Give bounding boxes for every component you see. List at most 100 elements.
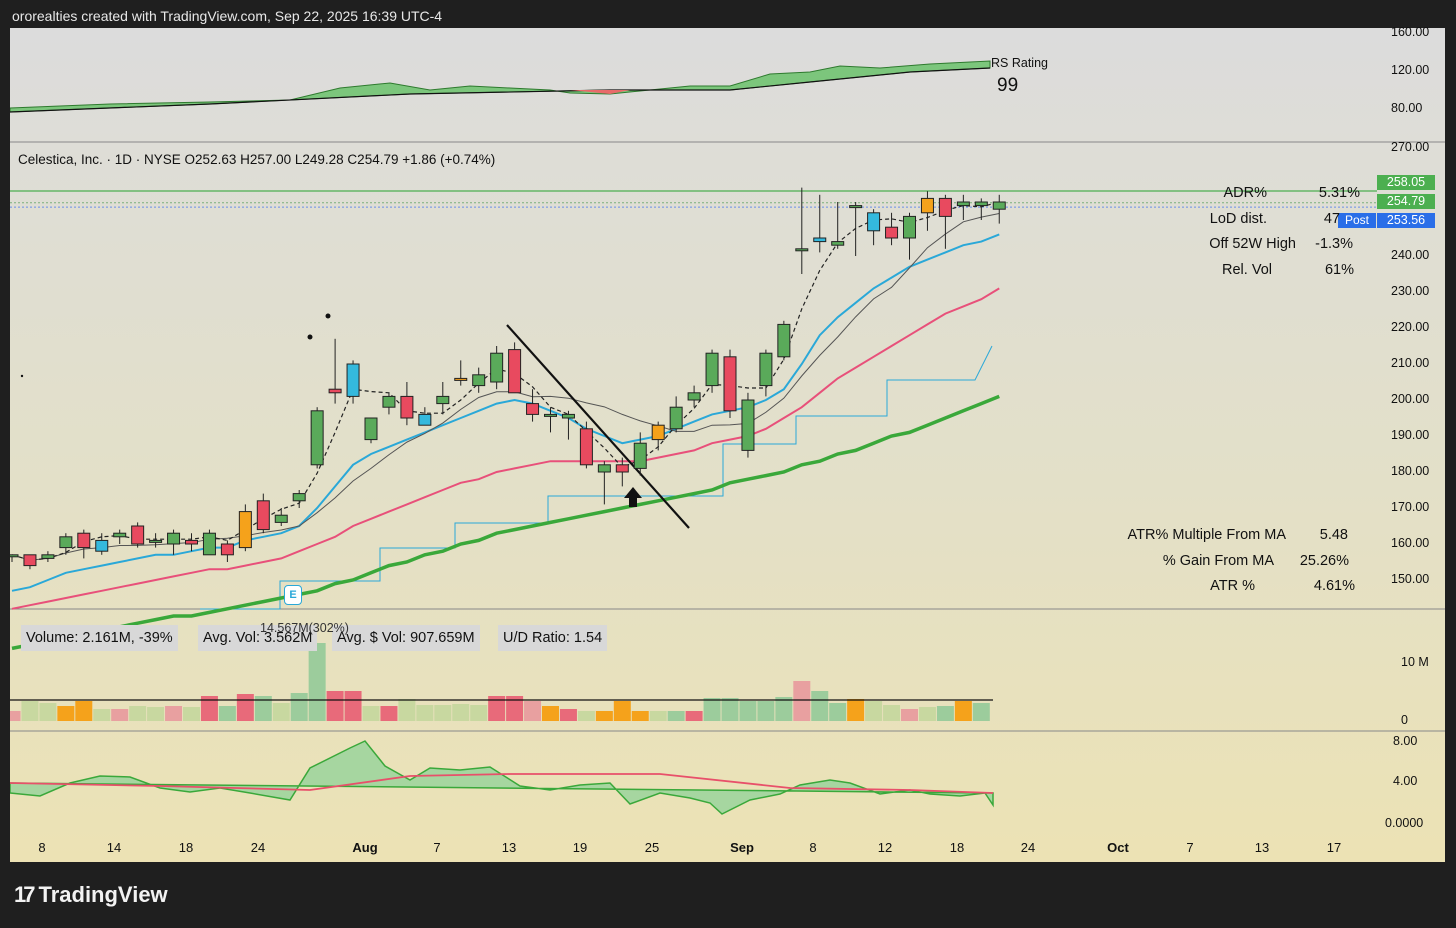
candle-body: [938, 197, 952, 217]
volume-bar: [183, 707, 200, 721]
avg-volume-info: Avg. Vol: 3.562M: [198, 625, 318, 651]
rs-tick: 160.00: [1391, 25, 1430, 39]
volume-bar: [703, 698, 721, 721]
candle-body: [669, 406, 683, 430]
stat-value: 61%: [1324, 262, 1354, 278]
candle-body: [185, 539, 198, 545]
volume-bar: [954, 701, 972, 721]
candle-body: [95, 539, 109, 552]
time-tick: 13: [1254, 840, 1270, 855]
stat-value: 5.48: [1319, 527, 1348, 543]
candle-body: [454, 377, 468, 381]
symbol-info-line: Celestica, Inc. · 1D · NYSE O252.63 H257…: [18, 152, 496, 167]
post-market-price-tag: 253.56: [1377, 213, 1435, 228]
stat-label: Rel. Vol: [1222, 262, 1272, 278]
signal-dot: [20, 374, 24, 378]
volume-bar: [901, 709, 918, 721]
volume-bar: [39, 703, 57, 721]
ud-ratio-info: U/D Ratio: 1.54: [498, 625, 608, 651]
time-tick: 18: [949, 840, 965, 855]
stat-value: 4.61%: [1313, 578, 1355, 594]
volume-bar: [811, 691, 829, 721]
price-tick: 270.00: [1391, 140, 1430, 154]
volume-bar: [362, 706, 380, 721]
volume-bar: [524, 701, 542, 721]
high-line-tag: 258.05: [1377, 175, 1435, 190]
volume-bar: [542, 706, 559, 721]
candle-body: [113, 532, 127, 538]
price-tick: 160.00: [1391, 536, 1430, 550]
candle-body: [274, 514, 288, 523]
volume-bar: [775, 697, 793, 721]
candle-body: [400, 395, 414, 419]
volume-bar: [739, 701, 757, 721]
candle-body: [561, 413, 575, 419]
volume-spike-label: 14.567M(302%): [260, 621, 349, 635]
volume-bar: [865, 701, 883, 721]
volume-bar: [254, 696, 272, 721]
candle-body: [831, 241, 845, 246]
time-tick: 24: [250, 840, 266, 855]
candle-body: [795, 248, 809, 252]
moving-average-line: [11, 213, 1000, 561]
atr-area: [10, 740, 994, 815]
candle-body: [741, 399, 755, 451]
candle-body: [472, 374, 486, 387]
stat-value: -1.3%: [1315, 236, 1353, 252]
rs-tick: 120.00: [1391, 63, 1430, 77]
tradingview-wordmark: TradingView: [38, 882, 168, 907]
candle-body: [705, 352, 719, 387]
candle-body: [310, 410, 324, 466]
volume-bar: [434, 705, 452, 721]
candle-body: [220, 543, 234, 556]
volume-bar: [793, 681, 811, 721]
volume-bar: [111, 709, 129, 721]
candle-body: [579, 428, 593, 466]
candle-body: [651, 424, 665, 441]
volume-bar: [129, 706, 147, 721]
stat-label: ADR%: [1223, 185, 1267, 201]
volume-bar: [57, 706, 75, 721]
time-tick: Sep: [730, 840, 754, 855]
candle-body: [687, 392, 701, 401]
volume-bar: [165, 706, 183, 721]
step-line: [200, 345, 993, 610]
atr-tick: 0.0000: [1385, 816, 1424, 830]
chart-header: ororealties created with TradingView.com…: [12, 8, 443, 24]
volume-bar: [398, 699, 416, 721]
time-tick: 7: [433, 840, 441, 855]
candle-body: [633, 442, 647, 469]
volume-bar: [470, 705, 488, 721]
volume-bar: [416, 705, 434, 721]
candle-body: [23, 554, 37, 567]
candle-body: [759, 352, 773, 387]
candle-body: [885, 226, 899, 239]
volume-bar: [721, 698, 739, 721]
chart-frame[interactable]: Celestica, Inc. · 1D · NYSE O252.63 H257…: [10, 25, 1445, 862]
stat-label: LoD dist.: [1209, 211, 1267, 227]
volume-bar: [308, 643, 326, 721]
atr-ma-line: [10, 773, 994, 794]
candle-body: [615, 464, 629, 473]
candle-body: [59, 536, 73, 549]
volume-tick: 10 M: [1401, 655, 1429, 669]
time-tick: 17: [1326, 840, 1342, 855]
candle-body: [813, 237, 827, 243]
time-tick: 8: [38, 840, 46, 855]
candle-body: [867, 212, 881, 232]
candle-body: [992, 201, 1006, 210]
volume-bar: [200, 696, 218, 721]
candle-body: [256, 500, 270, 531]
volume-bar: [883, 705, 901, 721]
volume-bar: [147, 707, 165, 721]
candle-body: [77, 532, 91, 549]
price-tick: 190.00: [1391, 428, 1430, 442]
price-tick: 180.00: [1391, 464, 1430, 478]
candle-body: [849, 205, 863, 209]
time-tick: 13: [501, 840, 517, 855]
earnings-marker[interactable]: E: [284, 585, 302, 605]
volume-bar: [972, 703, 990, 721]
chart-canvas[interactable]: [10, 28, 1445, 862]
candle-body: [292, 493, 306, 502]
tradingview-logo[interactable]: 17 TradingView: [14, 882, 168, 908]
